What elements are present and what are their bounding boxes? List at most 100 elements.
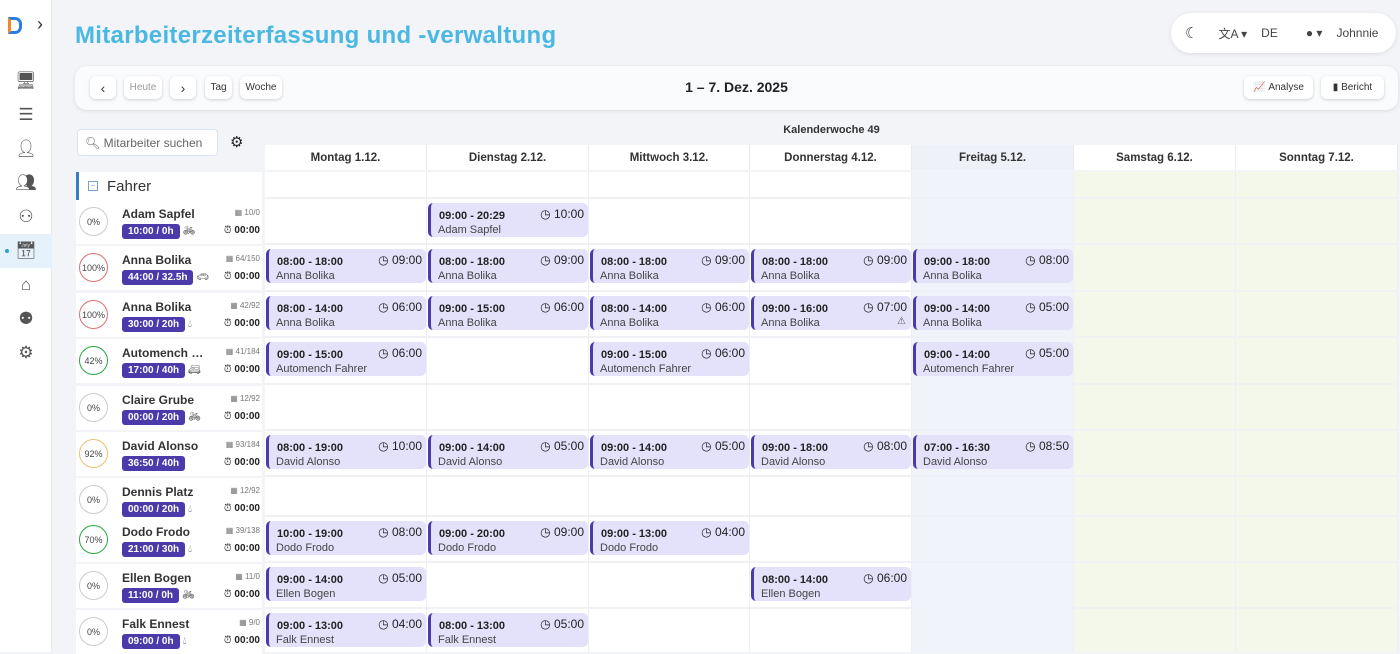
next-button[interactable]: › bbox=[170, 76, 196, 99]
day-header[interactable]: Montag 1.12. bbox=[265, 145, 427, 170]
sidebar-item-house-person[interactable]: ⌂ bbox=[0, 268, 52, 302]
day-header[interactable]: Freitag 5.12. bbox=[912, 145, 1074, 170]
hours-row: 00:00 / 20h 🚲︎ bbox=[122, 410, 201, 425]
shift-card[interactable]: 09:00 - 18:00 Anna Bolika ◷ 08:00 bbox=[913, 249, 1073, 283]
day-header[interactable]: Mittwoch 3.12. bbox=[589, 145, 750, 170]
employee-name[interactable]: Falk Ennest bbox=[122, 617, 190, 631]
analyse-button[interactable]: 📈 Analyse bbox=[1244, 76, 1313, 99]
shift-time: 09:00 - 14:00 bbox=[439, 442, 506, 454]
week-view-button[interactable]: Woche bbox=[240, 76, 282, 99]
sidebar-item-calendar-clock[interactable]: 📅︎ bbox=[0, 234, 52, 268]
shift-card[interactable]: 09:00 - 14:00 David Alonso ◷ 05:00 bbox=[428, 435, 588, 469]
translate-icon[interactable]: 文A ▾ bbox=[1218, 26, 1248, 41]
employee-name[interactable]: Adam Sapfel bbox=[122, 207, 195, 221]
sidebar-item-checklist[interactable]: ☰ bbox=[0, 98, 52, 132]
employee-row[interactable]: 0% Falk Ennest 09:00 / 0h 💧︎ ▦ 9/0 ⏰︎ 00… bbox=[76, 610, 262, 654]
day-header[interactable]: Sonntag 7.12. bbox=[1236, 145, 1398, 170]
shift-card[interactable]: 08:00 - 13:00 Falk Ennest ◷ 05:00 bbox=[428, 613, 588, 647]
employee-row[interactable]: 0% Adam Sapfel 10:00 / 0h 🚲︎ ▦ 10/0 ⏰︎ 0… bbox=[76, 200, 262, 244]
user-icon[interactable]: ● ▾ bbox=[1305, 26, 1323, 40]
employee-name[interactable]: Ellen Bogen bbox=[122, 571, 192, 585]
day-column[interactable] bbox=[1074, 172, 1236, 652]
shift-card[interactable]: 09:00 - 13:00 Falk Ennest ◷ 04:00 bbox=[266, 613, 426, 647]
shift-card[interactable]: 09:00 - 13:00 Dodo Frodo ◷ 04:00 bbox=[590, 521, 749, 555]
group-header[interactable]: − Fahrer bbox=[76, 172, 262, 200]
shift-card[interactable]: 09:00 - 18:00 David Alonso ◷ 08:00 bbox=[751, 435, 911, 469]
shift-card[interactable]: 09:00 - 16:00 Anna Bolika ◷ 07:00 ⚠ bbox=[751, 296, 911, 330]
employee-row[interactable]: 100% Anna Bolika 30:00 / 20h 💧︎ ▦ 42/92 … bbox=[76, 293, 262, 337]
prev-button[interactable]: ‹ bbox=[90, 76, 116, 99]
sidebar-item-user-check[interactable]: 👤︎ bbox=[0, 132, 52, 166]
day-header[interactable]: Samstag 6.12. bbox=[1074, 145, 1236, 170]
shift-card[interactable]: 08:00 - 19:00 David Alonso ◷ 10:00 bbox=[266, 435, 426, 469]
app-logo[interactable] bbox=[8, 17, 22, 34]
clock-icon: ◷ bbox=[863, 300, 874, 314]
employee-name[interactable]: Anna Bolika bbox=[122, 300, 192, 314]
employee-row[interactable]: 0% Dennis Platz 00:00 / 20h 💧︎ ▦ 12/92 ⏰… bbox=[76, 478, 262, 522]
sidebar-item-org-chart[interactable]: ⚇ bbox=[0, 200, 52, 234]
clock-icon: ◷ bbox=[1025, 253, 1036, 267]
shift-card[interactable]: 09:00 - 15:00 Anna Bolika ◷ 06:00 bbox=[428, 296, 588, 330]
today-button[interactable]: Heute bbox=[124, 76, 162, 99]
language-selector[interactable]: DE bbox=[1261, 26, 1278, 40]
sidebar-item-monitor[interactable]: 🖥︎ bbox=[0, 64, 52, 98]
employee-row[interactable]: 0% Claire Grube 00:00 / 20h 🚲︎ ▦ 12/92 ⏰… bbox=[76, 386, 262, 430]
shift-card[interactable]: 09:00 - 20:29 Adam Sapfel ◷ 10:00 bbox=[428, 203, 588, 237]
employee-row[interactable]: 0% Ellen Bogen 11:00 / 0h 🚲︎ ▦ 11/0 ⏰︎ 0… bbox=[76, 564, 262, 608]
clock-icon: ◷ bbox=[378, 617, 389, 631]
employee-name[interactable]: Anna Bolika bbox=[122, 253, 192, 267]
shift-card[interactable]: 08:00 - 18:00 Anna Bolika ◷ 09:00 bbox=[428, 249, 588, 283]
alarm-total: ⏰︎ 00:00 bbox=[224, 543, 260, 554]
shift-card[interactable]: 09:00 - 15:00 Automench Fahrer ◷ 06:00 bbox=[266, 342, 426, 376]
employee-row[interactable]: 70% Dodo Frodo 21:00 / 30h 💧︎ ▦ 39/138 ⏰… bbox=[76, 518, 262, 562]
employee-name[interactable]: Automench Fahrer bbox=[122, 346, 210, 360]
employee-search-input[interactable]: 🔍︎ Mitarbeiter suchen bbox=[77, 129, 218, 156]
employee-row[interactable]: 92% David Alonso 36:50 / 40h ▦ 93/184 ⏰︎… bbox=[76, 432, 262, 476]
shift-card[interactable]: 08:00 - 18:00 Anna Bolika ◷ 09:00 bbox=[751, 249, 911, 283]
shift-card[interactable]: 07:00 - 16:30 David Alonso ◷ 08:50 bbox=[913, 435, 1073, 469]
clock-icon: ◷ bbox=[863, 253, 874, 267]
moon-icon[interactable]: ☾ bbox=[1185, 25, 1199, 42]
shift-card[interactable]: 08:00 - 14:00 Anna Bolika ◷ 06:00 bbox=[266, 296, 426, 330]
day-header[interactable]: Donnerstag 4.12. bbox=[750, 145, 912, 170]
shift-employee: Anna Bolika bbox=[438, 270, 497, 282]
employee-name[interactable]: Dennis Platz bbox=[122, 485, 194, 499]
row-divider bbox=[265, 515, 1398, 517]
shift-card[interactable]: 10:00 - 19:00 Dodo Frodo ◷ 08:00 bbox=[266, 521, 426, 555]
shift-card[interactable]: 08:00 - 18:00 Anna Bolika ◷ 09:00 bbox=[266, 249, 426, 283]
employee-row[interactable]: 100% Anna Bolika 44:00 / 32.5h 🚗︎ ▦ 64/1… bbox=[76, 246, 262, 290]
shift-time: 09:00 - 14:00 bbox=[924, 349, 991, 361]
shift-card[interactable]: 09:00 - 20:00 Dodo Frodo ◷ 09:00 bbox=[428, 521, 588, 555]
employee-row[interactable]: 42% Automench Fahrer 17:00 / 40h 🚐︎ ▦ 41… bbox=[76, 339, 262, 383]
sidebar-item-people[interactable]: ⚉ bbox=[0, 302, 52, 336]
day-view-button[interactable]: Tag bbox=[205, 76, 232, 99]
employee-name[interactable]: Dodo Frodo bbox=[122, 525, 190, 539]
day-column[interactable] bbox=[1236, 172, 1398, 652]
collapse-icon[interactable]: − bbox=[88, 181, 98, 191]
shift-card[interactable]: 09:00 - 15:00 Automench Fahrer ◷ 06:00 bbox=[590, 342, 749, 376]
day-header[interactable]: Dienstag 2.12. bbox=[427, 145, 589, 170]
shift-card[interactable]: 08:00 - 14:00 Anna Bolika ◷ 06:00 bbox=[590, 296, 749, 330]
car-icon: 🚗︎ bbox=[196, 272, 210, 283]
alarm-value: 00:00 bbox=[234, 318, 260, 329]
gear-icon[interactable]: ⚙ bbox=[230, 134, 244, 151]
employee-name[interactable]: David Alonso bbox=[122, 439, 199, 453]
alarm-value: 00:00 bbox=[234, 411, 260, 422]
sidebar-item-team[interactable]: 👥︎ bbox=[0, 166, 52, 200]
shift-card[interactable]: 08:00 - 14:00 Ellen Bogen ◷ 06:00 bbox=[751, 567, 911, 601]
duration-value: 09:00 bbox=[876, 253, 907, 267]
sidebar-item-settings-gears[interactable]: ⚙ bbox=[0, 336, 52, 370]
report-button[interactable]: ▮ Bericht bbox=[1321, 76, 1384, 99]
shift-card[interactable]: 09:00 - 14:00 Ellen Bogen ◷ 05:00 bbox=[266, 567, 426, 601]
clock-icon: ◷ bbox=[378, 300, 389, 314]
shift-card[interactable]: 08:00 - 18:00 Anna Bolika ◷ 09:00 bbox=[590, 249, 749, 283]
employee-name[interactable]: Claire Grube bbox=[122, 393, 195, 407]
shift-time: 09:00 - 16:00 bbox=[762, 303, 829, 315]
shift-card[interactable]: 09:00 - 14:00 David Alonso ◷ 05:00 bbox=[590, 435, 749, 469]
hours-row: 36:50 / 40h bbox=[122, 456, 186, 471]
bicycle-icon: 🚲︎ bbox=[188, 412, 201, 423]
shift-card[interactable]: 09:00 - 14:00 Anna Bolika ◷ 05:00 bbox=[913, 296, 1073, 330]
user-name[interactable]: Johnnie bbox=[1336, 26, 1379, 40]
expand-sidebar-icon[interactable]: › bbox=[37, 14, 43, 34]
shift-card[interactable]: 09:00 - 14:00 Automench Fahrer ◷ 05:00 bbox=[913, 342, 1073, 376]
